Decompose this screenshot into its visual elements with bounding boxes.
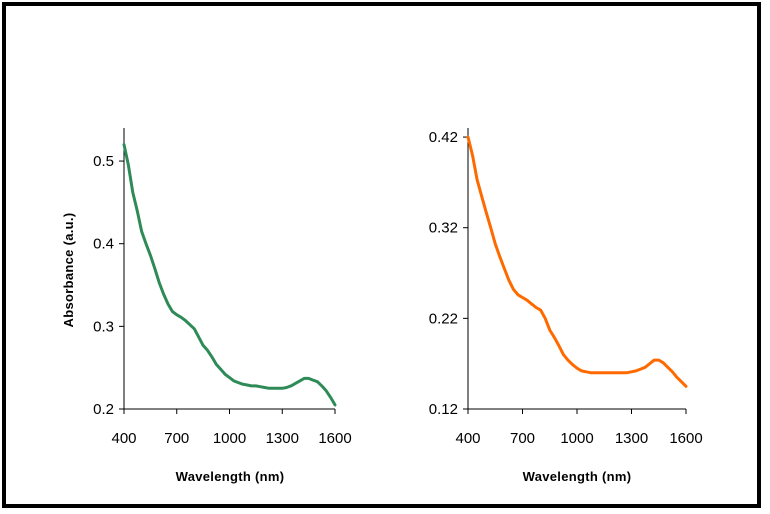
y-tick-label: 0.22 xyxy=(429,310,458,327)
y-tick-label: 0.32 xyxy=(429,220,458,237)
x-tick-label: 700 xyxy=(510,430,535,447)
x-tick-label: 1300 xyxy=(615,430,648,447)
chart-panel-green: 0.2 0.3 0.4 0.5 400 700 1000 1300 1600 Waveleng… xyxy=(61,128,352,484)
y-tick-label: 0.4 xyxy=(93,236,114,253)
y-tick-label: 0.2 xyxy=(93,401,114,418)
series-line-orange xyxy=(466,135,688,388)
figure-frame xyxy=(2,2,761,508)
x-tick-label: 700 xyxy=(164,430,189,447)
x-tick-label: 1600 xyxy=(669,430,702,447)
x-tick-label: 1000 xyxy=(560,430,593,447)
x-axis-title: Wavelength (nm) xyxy=(176,469,285,484)
y-tick-label: 0.42 xyxy=(429,129,458,146)
y-tick-label: 0.5 xyxy=(93,153,114,170)
x-axis-title: Wavelength (nm) xyxy=(523,469,632,484)
x-tick-label: 400 xyxy=(111,430,136,447)
y-axis-title: Absorbance (a.u.) xyxy=(61,213,76,328)
chart-panel-orange: 0.12 0.22 0.32 0.42 400 700 1000 1300 1600 Wave… xyxy=(429,128,703,484)
x-tick-label: 1600 xyxy=(318,430,351,447)
y-tick-label: 0.3 xyxy=(93,318,114,335)
x-tick-label: 1000 xyxy=(213,430,246,447)
y-tick-label: 0.12 xyxy=(429,401,458,418)
series-line-green xyxy=(122,143,337,407)
x-tick-label: 1300 xyxy=(266,430,299,447)
x-tick-label: 400 xyxy=(455,430,480,447)
